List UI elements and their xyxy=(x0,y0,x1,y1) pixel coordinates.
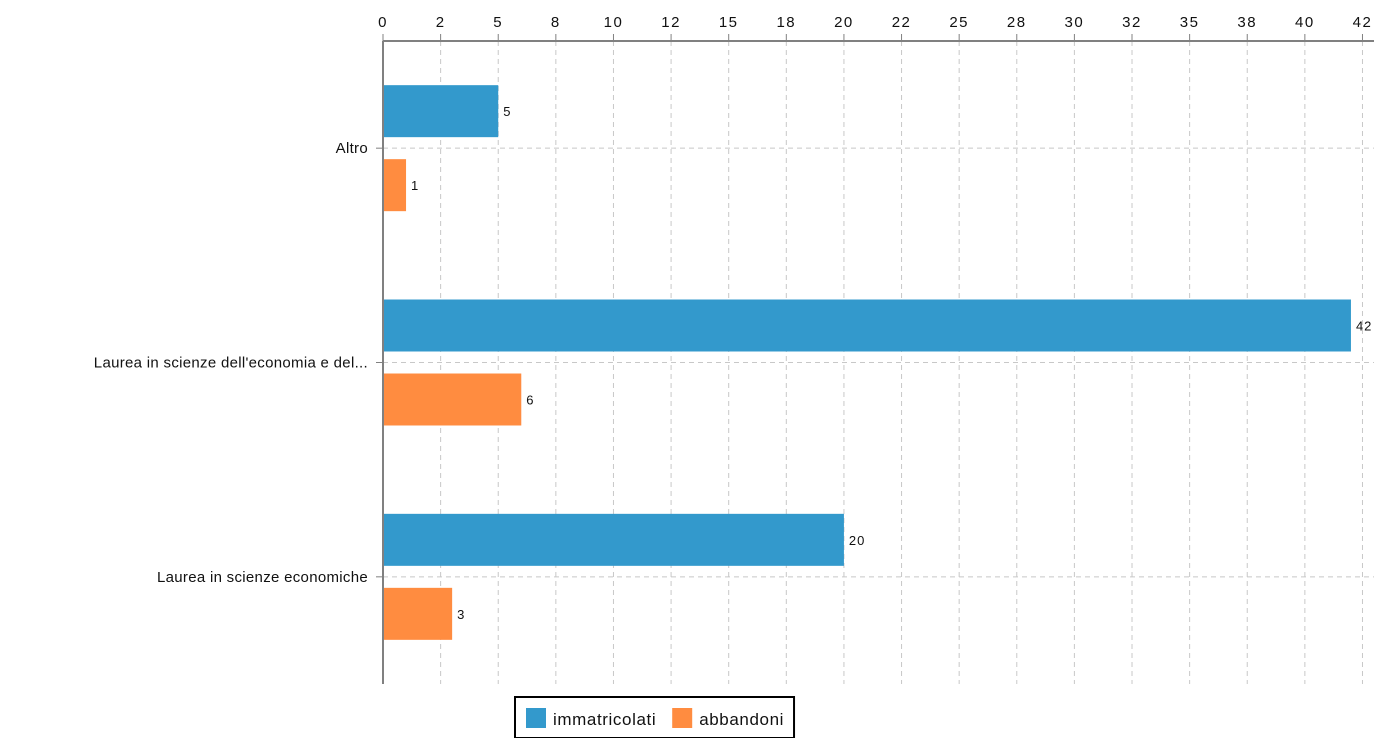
legend: immatricolati abbandoni xyxy=(514,696,796,739)
legend-swatch-abbandoni[interactable] xyxy=(672,708,693,728)
bar-immatricolati-altro[interactable] xyxy=(383,85,499,138)
x-tick-label: 20 xyxy=(834,14,854,31)
axes xyxy=(376,34,1374,684)
x-tick-label: 5 xyxy=(493,14,503,31)
legend-label-immatricolati[interactable]: immatricolati xyxy=(553,710,656,729)
x-tick-label: 32 xyxy=(1122,14,1142,31)
x-tick-label: 8 xyxy=(551,14,561,31)
category-label-laurea-in-scienze-dell-economia-e-del: Laurea in scienze dell'economia e del... xyxy=(94,355,368,372)
category-label-laurea-in-scienze-economiche: Laurea in scienze economiche xyxy=(157,569,368,586)
x-tick-label: 38 xyxy=(1237,14,1257,31)
grid-lines xyxy=(383,41,1374,684)
x-tick-label: 18 xyxy=(776,14,796,31)
x-tick-label: 22 xyxy=(892,14,912,31)
bar-immatricolati-laurea-in-scienze-economiche[interactable] xyxy=(383,513,844,566)
legend-box: immatricolati abbandoni xyxy=(514,696,796,739)
x-tick-label: 40 xyxy=(1295,14,1315,31)
x-tick-label: 30 xyxy=(1065,14,1085,31)
category-label-altro: Altro xyxy=(336,140,368,157)
data-label-immatricolati-altro: 5 xyxy=(503,104,511,119)
x-tick-label: 12 xyxy=(661,14,681,31)
x-tick-label: 35 xyxy=(1180,14,1200,31)
data-label-abbandoni-altro: 1 xyxy=(411,178,419,193)
x-tick-label: 10 xyxy=(604,14,624,31)
data-label-immatricolati-laurea-in-scienze-dell-economia-e-del: 42 xyxy=(1356,319,1372,334)
legend-frame xyxy=(514,696,796,739)
x-tick-label: 25 xyxy=(949,14,969,31)
x-tick-label: 28 xyxy=(1007,14,1027,31)
data-label-abbandoni-laurea-in-scienze-economiche: 3 xyxy=(457,607,465,622)
x-tick-label: 42 xyxy=(1353,14,1373,31)
data-label-abbandoni-laurea-in-scienze-dell-economia-e-del: 6 xyxy=(526,393,534,408)
bars xyxy=(383,85,1351,640)
legend-label-abbandoni[interactable]: abbandoni xyxy=(699,710,784,729)
bar-abbandoni-laurea-in-scienze-dell-economia-e-del[interactable] xyxy=(383,373,522,426)
x-tick-label: 15 xyxy=(719,14,739,31)
legend-swatch-immatricolati[interactable] xyxy=(526,708,546,728)
bar-abbandoni-altro[interactable] xyxy=(383,159,407,212)
bar-immatricolati-laurea-in-scienze-dell-economia-e-del[interactable] xyxy=(383,299,1351,352)
bar-abbandoni-laurea-in-scienze-economiche[interactable] xyxy=(383,587,453,640)
x-tick-label: 0 xyxy=(378,14,388,31)
x-tick-label: 2 xyxy=(436,14,446,31)
data-label-immatricolati-laurea-in-scienze-economiche: 20 xyxy=(849,533,865,548)
